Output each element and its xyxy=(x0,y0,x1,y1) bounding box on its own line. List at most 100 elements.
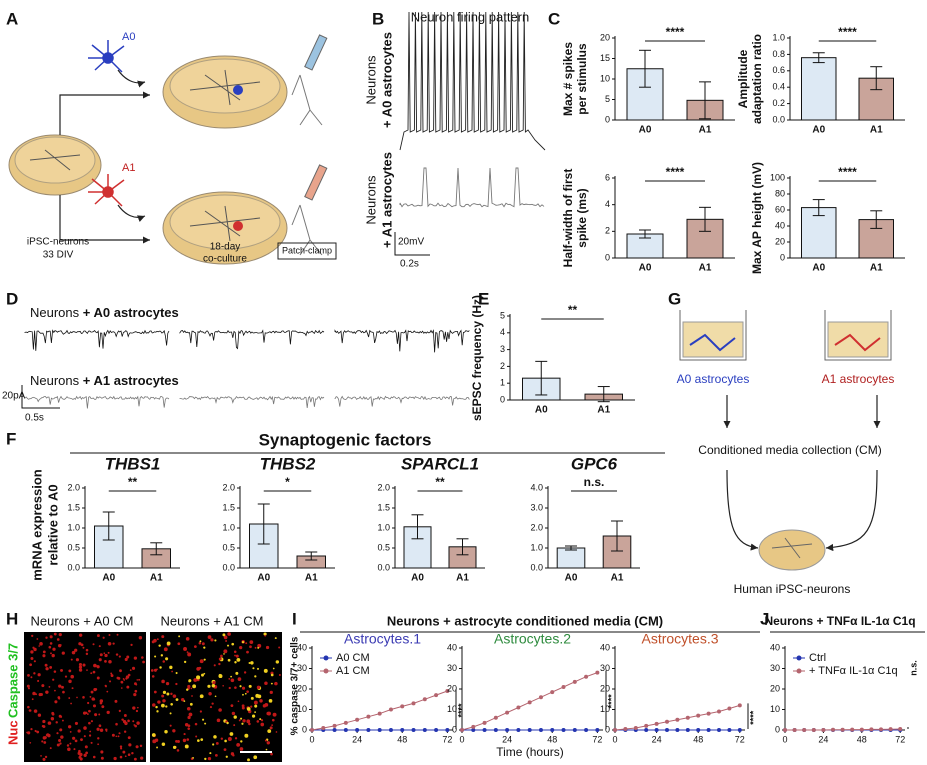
pipette xyxy=(304,34,328,71)
cell-dot xyxy=(199,710,203,713)
cell-dot xyxy=(78,668,83,672)
cell-dot xyxy=(220,654,223,658)
cell-dot xyxy=(185,637,190,641)
cell-dot xyxy=(194,722,198,726)
panel-d: Neurons + A0 astrocytes Neurons + A1 ast… xyxy=(2,305,470,424)
cell-dot xyxy=(27,705,30,709)
cell-dot xyxy=(122,750,126,754)
cell-dot xyxy=(254,646,257,649)
neurons-drawing xyxy=(29,149,81,171)
cell-dot xyxy=(213,735,217,739)
cell-dot xyxy=(233,715,237,719)
y-tick-label: 4 xyxy=(605,199,610,209)
cell-dot xyxy=(183,647,188,651)
cell-dot xyxy=(200,738,204,742)
cell-dot xyxy=(119,755,123,759)
y-tick-label: 40 xyxy=(297,642,307,652)
cell-dot xyxy=(252,667,255,670)
cell-dot xyxy=(243,671,247,674)
y-tick-label: 1.0 xyxy=(222,522,235,532)
cell-dot xyxy=(116,633,119,636)
cell-dot xyxy=(127,719,130,723)
panel-f-header: Synaptogenic factors mRNA expression rel… xyxy=(29,430,665,581)
y-tick-label: 60 xyxy=(775,204,785,214)
cell-dot xyxy=(227,737,232,742)
cell-dot xyxy=(140,756,144,760)
cell-dot xyxy=(132,706,136,710)
cell-dot xyxy=(53,632,57,636)
cell-dot xyxy=(33,647,37,652)
cell-dot xyxy=(263,668,268,673)
cell-dot xyxy=(56,743,60,747)
cell-dot xyxy=(250,661,254,665)
significance: * xyxy=(285,475,290,489)
point xyxy=(310,728,314,732)
cell-dot xyxy=(53,670,57,673)
cell-dot xyxy=(161,703,165,708)
a1-label: A1 xyxy=(122,162,135,174)
y-tick-label: 3.0 xyxy=(530,502,543,512)
y-tick-label: 30 xyxy=(297,663,307,673)
x-tick-label: A1 xyxy=(870,263,883,274)
x-tick-label: A0 xyxy=(639,125,652,136)
cell-dot xyxy=(79,752,83,757)
dish-inner xyxy=(14,136,96,184)
cell-dot xyxy=(68,725,72,729)
point xyxy=(572,679,577,684)
x-tick-label: 48 xyxy=(397,734,407,744)
cell-dot xyxy=(71,650,76,655)
cell-dot xyxy=(113,756,117,761)
stain-nuc: Nuc xyxy=(5,720,20,745)
y-tick-label: 1.0 xyxy=(377,522,390,532)
point xyxy=(332,728,337,732)
significance: **** xyxy=(666,25,685,39)
y-axis-label: Max AP height (mV) xyxy=(750,162,764,274)
cell-dot xyxy=(199,659,204,664)
cell-dot xyxy=(54,700,58,704)
cell-dot xyxy=(155,705,158,709)
cell-dot xyxy=(195,735,198,738)
legend-label: A1 CM xyxy=(336,665,370,677)
cell-dot xyxy=(56,732,59,735)
cell-dot xyxy=(190,687,193,690)
cell-dot xyxy=(69,742,72,745)
cell-dot xyxy=(253,755,258,760)
cell-dot xyxy=(86,713,89,715)
panel-label: J xyxy=(760,609,769,628)
cell-dot xyxy=(96,665,100,669)
point xyxy=(332,723,337,728)
cell-dot xyxy=(42,736,47,740)
point xyxy=(538,695,543,700)
cell-dot xyxy=(127,673,131,677)
cell-dot xyxy=(260,719,264,722)
cell-dot xyxy=(182,738,187,743)
cell-dot xyxy=(100,756,104,760)
cell-dot xyxy=(83,726,87,730)
cell-dot xyxy=(108,634,111,637)
cell-dot xyxy=(188,680,191,683)
point xyxy=(850,727,855,732)
cell-dot xyxy=(30,728,33,731)
point xyxy=(366,728,371,732)
cell-dot xyxy=(223,649,228,654)
cell-dot xyxy=(152,739,157,744)
arrow xyxy=(825,469,878,552)
cell-dot xyxy=(88,709,91,713)
cell-dot xyxy=(96,676,100,680)
point xyxy=(696,713,701,718)
cell-dot xyxy=(41,684,45,688)
cell-dot xyxy=(241,640,245,644)
cell-dot xyxy=(256,685,261,690)
cell-dot xyxy=(228,678,231,680)
cell-dot xyxy=(41,724,45,728)
y-tick-label: 0.8 xyxy=(772,49,785,59)
cell-dot xyxy=(165,657,169,661)
y-tick-label: 0 xyxy=(605,724,610,734)
cell-dot xyxy=(187,715,191,720)
cell-dot xyxy=(165,705,168,708)
cell-dot xyxy=(159,666,162,669)
cell-dot xyxy=(102,636,105,639)
x-tick-label: A1 xyxy=(597,405,610,416)
cell-dot xyxy=(127,736,131,740)
y-tick-label: 0.5 xyxy=(222,542,235,552)
